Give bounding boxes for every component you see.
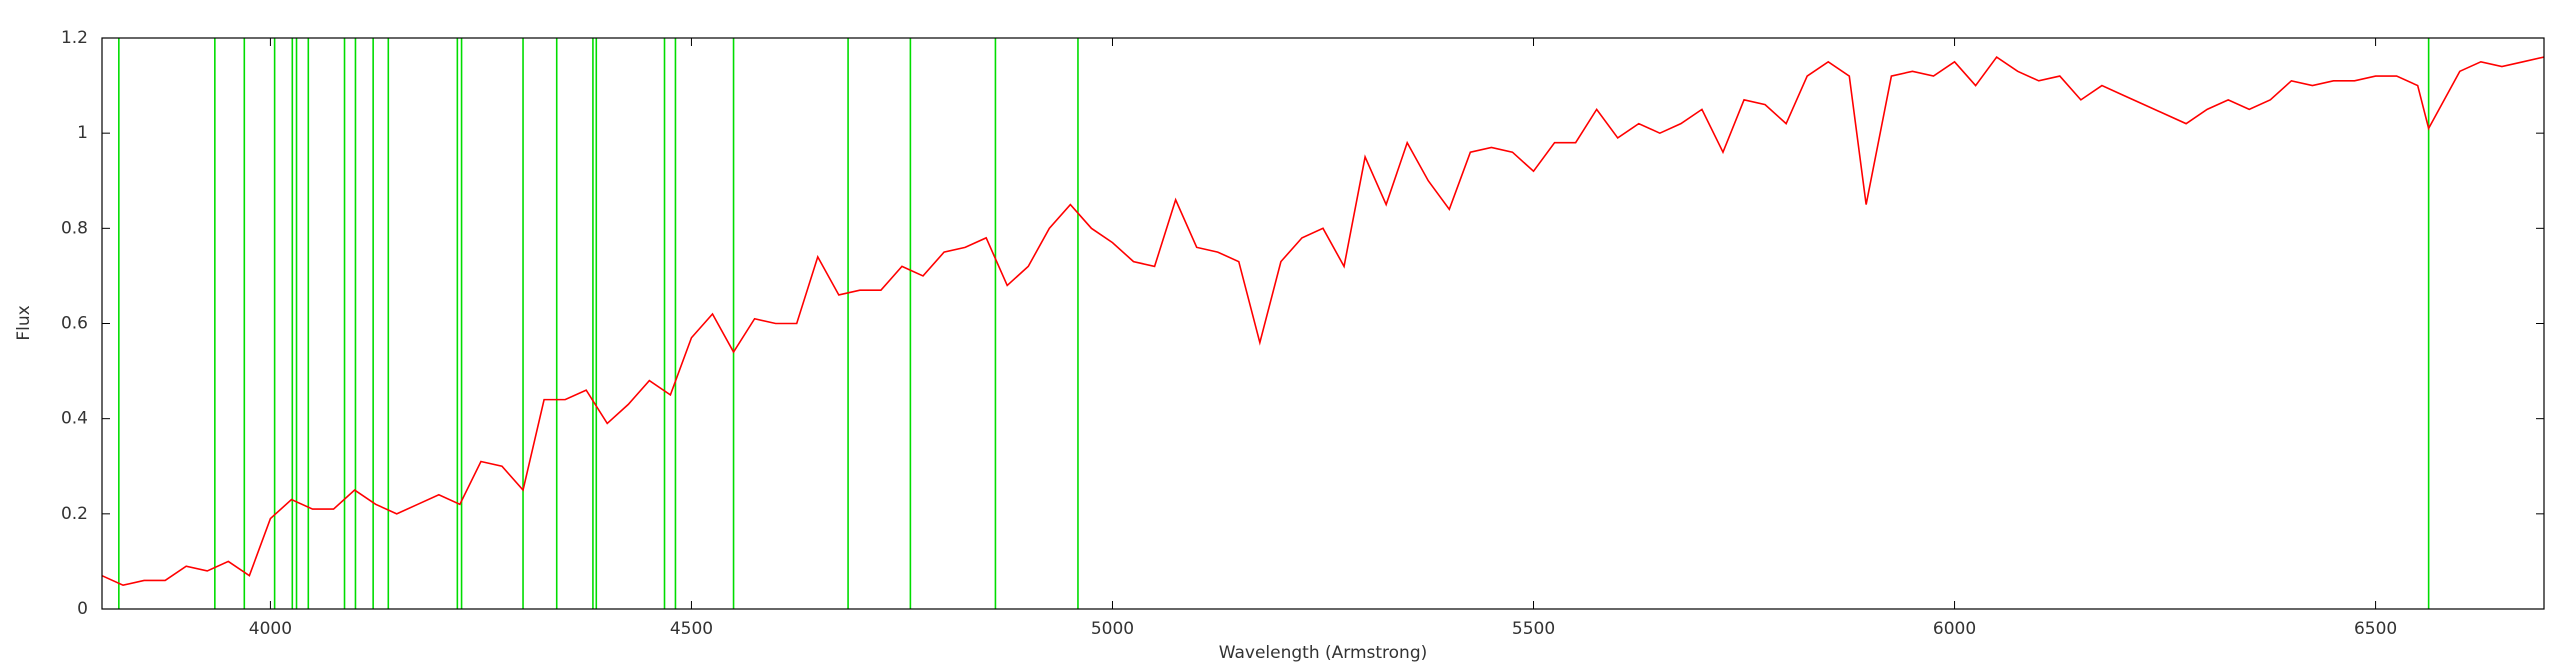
x-tick-label: 5500 [1512, 619, 1555, 639]
x-tick-label: 6500 [2354, 619, 2397, 639]
x-tick-label: 4000 [249, 619, 292, 639]
spectrum-line [101, 55, 2545, 587]
y-tick-label: 0 [77, 599, 88, 619]
y-tick-label: 1 [77, 123, 88, 143]
y-tick-label: 1.2 [61, 28, 88, 48]
x-tick-label: 4500 [670, 619, 713, 639]
y-tick-label: 0.4 [61, 409, 88, 429]
plot-frame [101, 37, 2545, 610]
y-axis-label: Flux [14, 305, 34, 340]
y-tick-label: 0.8 [61, 218, 88, 238]
x-axis-label: Wavelength (Armstrong) [1219, 643, 1428, 663]
y-tick-label: 0.6 [61, 314, 88, 334]
x-tick-label: 6000 [1933, 619, 1976, 639]
y-tick-label: 0.2 [61, 504, 88, 524]
x-tick-label: 5000 [1091, 619, 1134, 639]
